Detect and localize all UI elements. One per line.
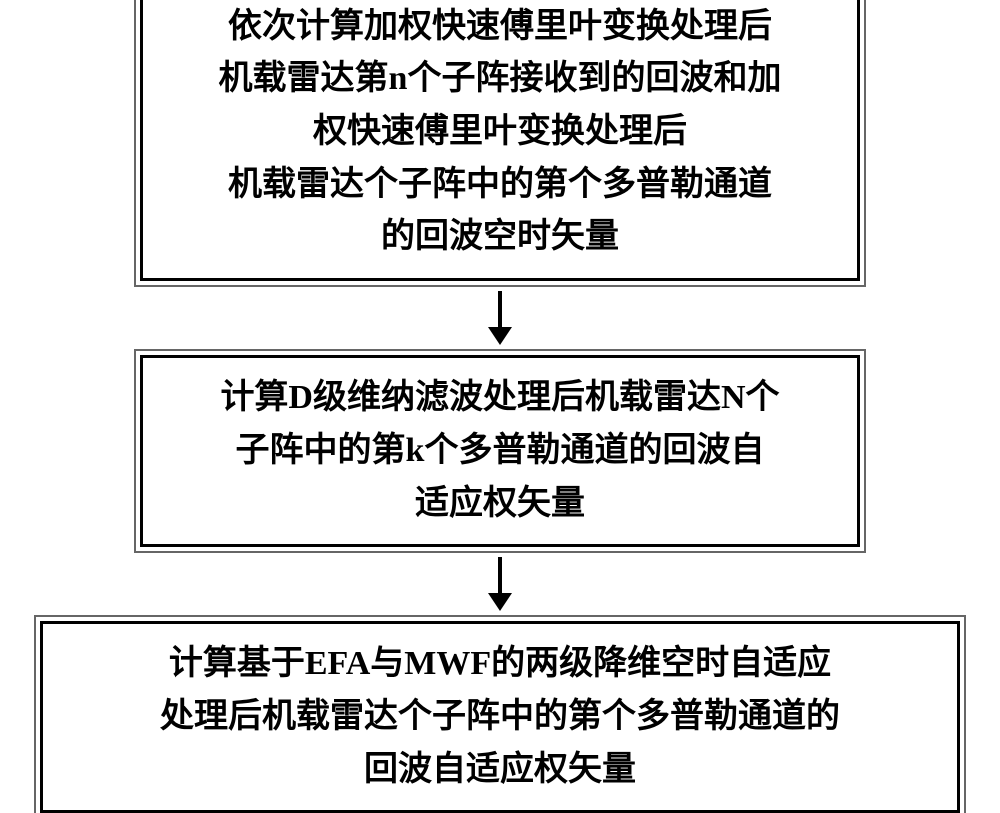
step-2-line-2: 子阵中的第k个多普勒通道的回波自 [165,425,835,478]
step-3-line-2: 处理后机载雷达个子阵中的第个多普勒通道的 [65,691,935,744]
step-1-line-3: 权快速傅里叶变换处理后 [165,106,835,159]
arrow-1 [488,291,512,345]
arrow-head-icon [488,327,512,345]
step-1-line-4: 机载雷达个子阵中的第个多普勒通道 [165,159,835,212]
step-1-node: 依次计算加权快速傅里叶变换处理后 机载雷达第n个子阵接收到的回波和加 权快速傅里… [140,0,860,281]
step-3-line-1: 计算基于EFA与MWF的两级降维空时自适应 [65,638,935,691]
arrow-line-icon [498,291,502,327]
step-3-node: 计算基于EFA与MWF的两级降维空时自适应 处理后机载雷达个子阵中的第个多普勒通… [40,621,960,813]
step-3-line-3: 回波自适应权矢量 [65,744,935,797]
step-2-line-1: 计算D级维纳滤波处理后机载雷达N个 [165,372,835,425]
step-2-node: 计算D级维纳滤波处理后机载雷达N个 子阵中的第k个多普勒通道的回波自 适应权矢量 [140,355,860,547]
arrow-2 [488,557,512,611]
step-1-line-5: 的回波空时矢量 [165,211,835,264]
arrow-line-icon [498,557,502,593]
step-1-line-2: 机载雷达第n个子阵接收到的回波和加 [165,53,835,106]
step-1-line-1: 依次计算加权快速傅里叶变换处理后 [165,1,835,54]
flowchart: 依次计算加权快速傅里叶变换处理后 机载雷达第n个子阵接收到的回波和加 权快速傅里… [20,0,980,813]
arrow-head-icon [488,593,512,611]
step-2-line-3: 适应权矢量 [165,478,835,531]
